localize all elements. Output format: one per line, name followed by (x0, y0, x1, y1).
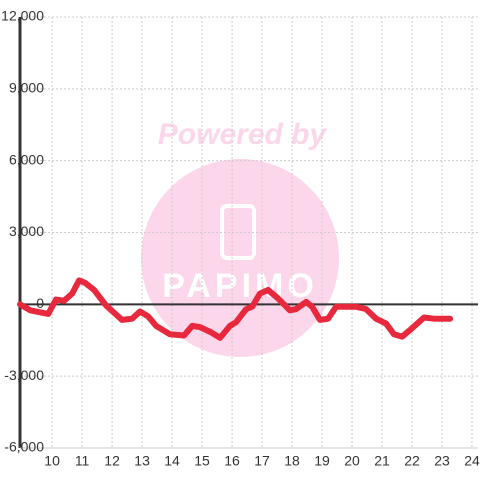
y-tick-label: -3,000 (4, 367, 44, 383)
x-tick-label: 16 (224, 453, 240, 469)
x-tick-label: 19 (314, 453, 330, 469)
x-tick-label: 12 (104, 453, 120, 469)
x-tick-label: 24 (464, 453, 480, 469)
watermark-logo: PAPIMO (162, 267, 318, 305)
x-tick-label: 17 (254, 453, 270, 469)
y-tick-label: 9,000 (9, 80, 44, 96)
y-tick-label: -6,000 (4, 439, 44, 455)
y-tick-label: 6,000 (9, 151, 44, 167)
x-tick-label: 21 (374, 453, 390, 469)
x-tick-label: 11 (75, 453, 90, 469)
series-line (17, 277, 454, 341)
y-tick-label: 3,000 (9, 223, 44, 239)
x-tick-label: 20 (344, 453, 360, 469)
x-tick-label: 15 (194, 453, 210, 469)
x-tick-label: 23 (434, 453, 450, 469)
x-tick-label: 13 (134, 453, 150, 469)
y-tick-label: 0 (36, 295, 44, 311)
watermark-text: Powered by (158, 118, 328, 151)
y-tick-label: 12,000 (1, 8, 44, 24)
x-tick-label: 22 (404, 453, 420, 469)
x-tick-label: 18 (284, 453, 300, 469)
x-tick-label: 14 (164, 453, 180, 469)
x-tick-label: 10 (44, 453, 60, 469)
